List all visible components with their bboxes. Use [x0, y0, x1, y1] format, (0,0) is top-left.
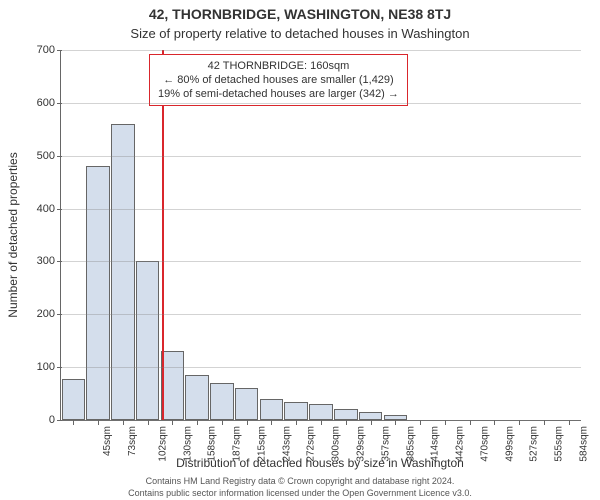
x-tick-mark: [73, 420, 74, 425]
histogram-bar: [136, 261, 160, 420]
y-tick-label: 400: [15, 203, 61, 215]
annotation-box: 42 THORNBRIDGE: 160sqm ← 80% of detached…: [149, 54, 408, 106]
x-tick-mark: [247, 420, 248, 425]
annotation-line3: 19% of semi-detached houses are larger (…: [158, 87, 399, 101]
gridline: [61, 156, 581, 157]
x-axis-label: Distribution of detached houses by size …: [60, 456, 580, 470]
x-tick-mark: [321, 420, 322, 425]
x-tick-mark: [296, 420, 297, 425]
x-tick-mark: [98, 420, 99, 425]
x-tick-mark: [371, 420, 372, 425]
histogram-bar: [210, 383, 234, 420]
histogram-bar: [284, 402, 308, 421]
x-tick-mark: [197, 420, 198, 425]
histogram-bar: [334, 409, 358, 420]
x-tick-label: 73sqm: [128, 420, 138, 456]
x-tick-mark: [470, 420, 471, 425]
gridline: [61, 314, 581, 315]
footer-licence: Contains public sector information licen…: [0, 488, 600, 498]
chart-title-line1: 42, THORNBRIDGE, WASHINGTON, NE38 8TJ: [0, 6, 600, 22]
x-tick-mark: [519, 420, 520, 425]
histogram-bar: [309, 404, 333, 420]
y-tick-label: 0: [15, 414, 61, 426]
annotation-line1: 42 THORNBRIDGE: 160sqm: [158, 59, 399, 73]
x-tick-mark: [123, 420, 124, 425]
y-tick-label: 200: [15, 308, 61, 320]
chart-title-line2: Size of property relative to detached ho…: [0, 26, 600, 41]
x-tick-mark: [271, 420, 272, 425]
histogram-bar: [86, 166, 110, 420]
gridline: [61, 367, 581, 368]
y-tick-label: 300: [15, 255, 61, 267]
y-tick-label: 700: [15, 44, 61, 56]
y-tick-label: 500: [15, 150, 61, 162]
x-tick-mark: [172, 420, 173, 425]
x-tick-mark: [420, 420, 421, 425]
histogram-bar: [235, 388, 259, 420]
x-tick-label: 584sqm: [579, 420, 589, 462]
x-tick-mark: [222, 420, 223, 425]
histogram-bar: [359, 412, 383, 420]
y-tick-label: 600: [15, 97, 61, 109]
histogram-bar: [260, 399, 284, 420]
x-tick-label: 45sqm: [103, 420, 113, 456]
gridline: [61, 209, 581, 210]
x-tick-mark: [445, 420, 446, 425]
gridline: [61, 261, 581, 262]
x-tick-mark: [494, 420, 495, 425]
gridline: [61, 103, 581, 104]
y-tick-label: 100: [15, 361, 61, 373]
footer-copyright: Contains HM Land Registry data © Crown c…: [0, 476, 600, 486]
annotation-line2: ← 80% of detached houses are smaller (1,…: [158, 73, 399, 87]
histogram-bar: [62, 379, 86, 420]
histogram-bar: [161, 351, 185, 420]
x-tick-mark: [544, 420, 545, 425]
x-tick-mark: [346, 420, 347, 425]
x-tick-mark: [395, 420, 396, 425]
plot-area: 42 THORNBRIDGE: 160sqm ← 80% of detached…: [60, 50, 581, 421]
x-tick-mark: [148, 420, 149, 425]
x-tick-mark: [569, 420, 570, 425]
gridline: [61, 50, 581, 51]
histogram-bar: [185, 375, 209, 420]
histogram-bar: [111, 124, 135, 420]
